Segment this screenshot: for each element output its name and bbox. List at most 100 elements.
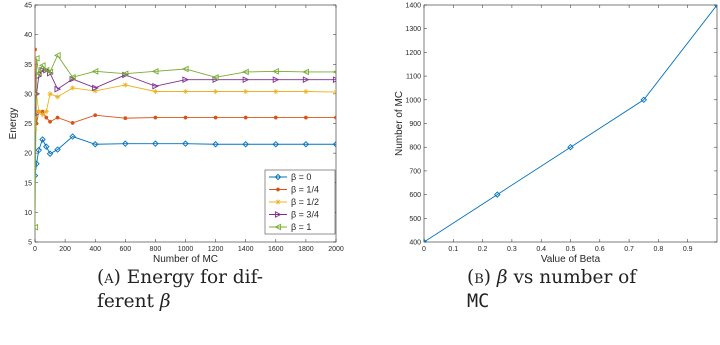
y-tick-label: 10 — [24, 210, 32, 217]
data-point-0 — [35, 146, 42, 154]
data-point-2 — [36, 109, 42, 115]
x-tick-label: 0 — [422, 246, 426, 253]
data-point-1 — [213, 115, 218, 120]
legend-label: β = 3/4 — [291, 210, 319, 220]
data-point-1 — [153, 115, 158, 120]
data-point-2 — [92, 88, 98, 94]
data-point-0 — [182, 140, 189, 147]
y-tick-label: 25 — [24, 121, 32, 128]
y-tick-label: 400 — [409, 240, 421, 247]
x-axis-label: Number of MC — [153, 254, 218, 265]
y-tick-label: 600 — [409, 192, 421, 199]
beta-vs-mc-chart: 0 0.1 0.2 0.3 0.4 0.5 0.6 0.7 0.8 0.9 400 500 600 700… — [394, 3, 718, 265]
legend-item: β = 0 — [269, 172, 311, 182]
legend-label: β = 1/4 — [291, 185, 319, 195]
legend-label: β = 1 — [291, 222, 311, 232]
data-point-0 — [567, 143, 574, 151]
data-point-4 — [302, 68, 309, 76]
x-tick-label: 2000 — [328, 246, 344, 253]
legend-label: β = 1/2 — [291, 197, 319, 207]
caption-b-text1: vs number of — [507, 267, 637, 288]
y-tick-label: 500 — [409, 216, 421, 223]
x-tick-label: 1200 — [208, 246, 224, 253]
data-point-3 — [272, 76, 280, 83]
y-tick-label: 40 — [24, 32, 32, 39]
data-point-3 — [242, 76, 250, 83]
data-point-4 — [151, 68, 159, 75]
data-point-3 — [302, 76, 310, 83]
legend-item: β = 1 — [269, 222, 311, 232]
y-tick-label: 800 — [409, 145, 421, 152]
data-point-1 — [44, 115, 49, 120]
caption-a-line1: (a) Energy for dif- — [97, 266, 263, 290]
legend-swatch-marker — [276, 187, 280, 192]
y-tick-label: 20 — [24, 151, 32, 158]
data-point-2 — [47, 91, 53, 97]
x-tick-label: 1400 — [238, 246, 254, 253]
legend-swatch-marker — [275, 199, 281, 205]
y-tick-label: 35 — [24, 62, 32, 69]
x-tick-label: 0.9 — [683, 246, 693, 253]
data-point-0 — [424, 238, 428, 242]
legend-swatch-marker — [274, 211, 282, 218]
data-point-1 — [183, 115, 188, 120]
caption-b-beta: β — [496, 267, 508, 288]
data-point-0 — [91, 141, 99, 148]
x-tick-label: 200 — [59, 246, 71, 253]
data-point-4 — [53, 52, 61, 59]
data-point-2 — [182, 88, 189, 95]
x-tick-label: 0.8 — [654, 246, 664, 253]
y-tick-label: 1100 — [406, 74, 421, 81]
data-point-2 — [213, 88, 219, 95]
x-tick-label: 0.1 — [448, 246, 458, 253]
legend-label: β = 0 — [291, 172, 311, 182]
data-point-4 — [91, 68, 99, 75]
data-point-4 — [35, 223, 39, 231]
x-tick-label: 1600 — [268, 246, 284, 253]
x-tick-label: 400 — [89, 246, 101, 253]
data-point-3 — [92, 84, 99, 92]
series-line-0 — [424, 5, 717, 242]
caption-a-beta: β — [159, 291, 171, 312]
data-point-2 — [39, 112, 46, 118]
legend-item: β = 1/4 — [269, 185, 319, 195]
data-point-1 — [48, 119, 52, 124]
series-line-0 — [35, 136, 336, 176]
data-point-4 — [38, 62, 46, 69]
x-tick-label: 0.7 — [624, 246, 634, 253]
caption-b-mc: MC — [467, 291, 490, 312]
data-point-3 — [152, 82, 160, 90]
y-tick-label: 5 — [28, 240, 32, 247]
data-point-0 — [43, 143, 50, 150]
data-point-0 — [640, 96, 647, 104]
data-point-0 — [152, 140, 159, 147]
caption-b-line2: MC — [467, 290, 489, 314]
data-point-4 — [121, 70, 129, 78]
data-point-0 — [332, 141, 336, 148]
data-point-2 — [70, 85, 76, 91]
y-tick-label: 900 — [409, 121, 421, 128]
data-point-4 — [181, 65, 189, 73]
data-point-0 — [35, 172, 39, 179]
y-tick-label: 1000 — [405, 97, 421, 104]
data-point-0 — [494, 191, 501, 198]
data-point-1 — [243, 115, 248, 120]
data-point-2 — [54, 94, 61, 100]
data-point-2 — [333, 89, 336, 95]
series-group — [424, 5, 717, 242]
legend-item: β = 3/4 — [269, 210, 319, 220]
y-tick-label: 30 — [24, 91, 32, 98]
data-point-1 — [273, 115, 278, 120]
caption-b-tag: (b) — [467, 267, 491, 288]
x-tick-label: 0.6 — [595, 246, 605, 253]
data-point-0 — [242, 141, 249, 148]
data-point-0 — [272, 141, 280, 148]
y-axis-label: Energy — [8, 108, 19, 140]
caption-a-tag: (a) — [97, 267, 121, 288]
x-tick-label: 0.3 — [507, 246, 517, 253]
legend: β = 0 β = 1/4 β = 1/2 β = 3/4 β = 1 — [264, 169, 336, 235]
data-point-4 — [42, 66, 50, 74]
data-point-1 — [70, 120, 75, 125]
x-tick-label: 800 — [150, 246, 162, 253]
